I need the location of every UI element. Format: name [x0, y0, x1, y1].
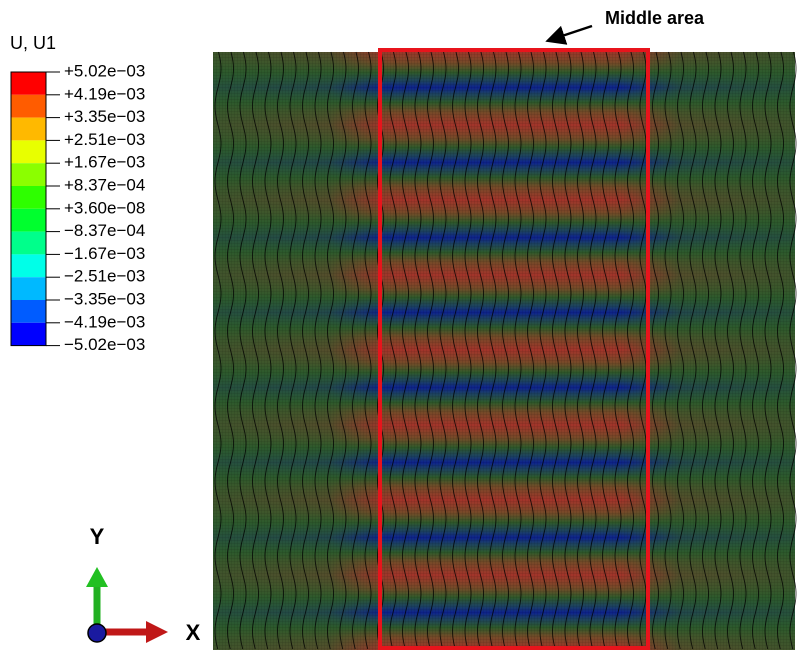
mesh-line	[389, 51, 397, 650]
annotation-arrow	[545, 24, 593, 45]
mesh-line	[614, 51, 622, 650]
mesh-line	[627, 51, 634, 650]
legend-label: +2.51e−03	[64, 130, 145, 149]
legend-swatch	[11, 322, 46, 346]
mesh-line	[239, 51, 247, 650]
legend-label: +8.37e−04	[64, 175, 145, 194]
mesh-line	[527, 51, 534, 650]
mesh-line	[714, 51, 722, 650]
mesh-line	[689, 51, 697, 650]
legend-swatch	[11, 163, 46, 186]
legend-label: +4.19e−03	[64, 84, 145, 103]
legend-label: +3.60e−08	[64, 198, 145, 217]
mesh-line	[664, 51, 672, 650]
mesh-line	[564, 51, 572, 650]
legend-label: +3.35e−03	[64, 107, 145, 126]
legend-title: U, U1	[10, 33, 56, 53]
mesh-line	[777, 51, 784, 650]
legend-label: +5.02e−03	[64, 61, 145, 80]
x-axis-label: X	[186, 620, 201, 645]
mesh-line	[452, 51, 459, 650]
mesh-line	[552, 51, 559, 650]
mesh-line	[789, 51, 797, 650]
legend-label: −1.67e−03	[64, 244, 145, 263]
mesh-line	[339, 51, 347, 650]
mesh-line	[602, 51, 609, 650]
mesh-line	[364, 51, 372, 650]
mesh-line	[252, 51, 259, 650]
mesh-line	[277, 51, 284, 650]
model	[213, 48, 797, 650]
middle-area-box	[378, 48, 650, 650]
mesh-line	[577, 51, 584, 650]
legend: U, U1 +5.02e−03 +4.19e−03 +3.35e−03 +2.51e−…	[10, 33, 145, 354]
legend-label: −3.35e−03	[64, 289, 145, 308]
mesh-line	[289, 51, 297, 650]
legend-label: −2.51e−03	[64, 267, 145, 286]
legend-label: −4.19e−03	[64, 312, 145, 331]
mesh-line	[264, 51, 272, 650]
legend-swatch	[11, 117, 46, 141]
y-axis-label: Y	[90, 524, 105, 549]
mesh-line	[489, 51, 497, 650]
legend-swatch	[11, 300, 46, 323]
legend-swatch	[11, 277, 46, 300]
mesh-line	[639, 51, 647, 650]
legend-swatch	[11, 94, 46, 118]
mesh-line	[764, 51, 772, 650]
mesh-line	[227, 51, 234, 650]
mesh-line	[214, 51, 222, 650]
mesh-line	[502, 51, 509, 650]
mesh-line	[427, 51, 434, 650]
mesh-line	[702, 51, 709, 650]
mesh-line	[739, 51, 747, 650]
legend-label: −8.37e−04	[64, 221, 145, 240]
mesh-line	[477, 51, 484, 650]
mesh-line	[727, 51, 734, 650]
mesh-line	[327, 51, 334, 650]
legend-swatch	[11, 208, 46, 232]
mesh-line	[514, 51, 522, 650]
mesh-line	[414, 51, 422, 650]
mesh-line	[464, 51, 472, 650]
mesh-line	[302, 51, 309, 650]
legend-swatch	[11, 72, 46, 95]
legend-label: −5.02e−03	[64, 335, 145, 354]
mesh-line	[439, 51, 447, 650]
mesh-line	[402, 51, 409, 650]
mesh-line	[314, 51, 322, 650]
legend-label: +1.67e−03	[64, 153, 145, 172]
axis-triad: Y X	[86, 524, 201, 645]
legend-swatch	[11, 140, 46, 164]
mesh-line	[589, 51, 597, 650]
mesh-line	[539, 51, 547, 650]
mesh-line	[652, 51, 659, 650]
mesh-line	[352, 51, 359, 650]
mesh-line	[677, 51, 684, 650]
mesh-line	[752, 51, 759, 650]
legend-swatch	[11, 254, 46, 278]
annotation: Middle area	[605, 8, 705, 28]
legend-swatch	[11, 186, 46, 209]
legend-swatch	[11, 231, 46, 255]
